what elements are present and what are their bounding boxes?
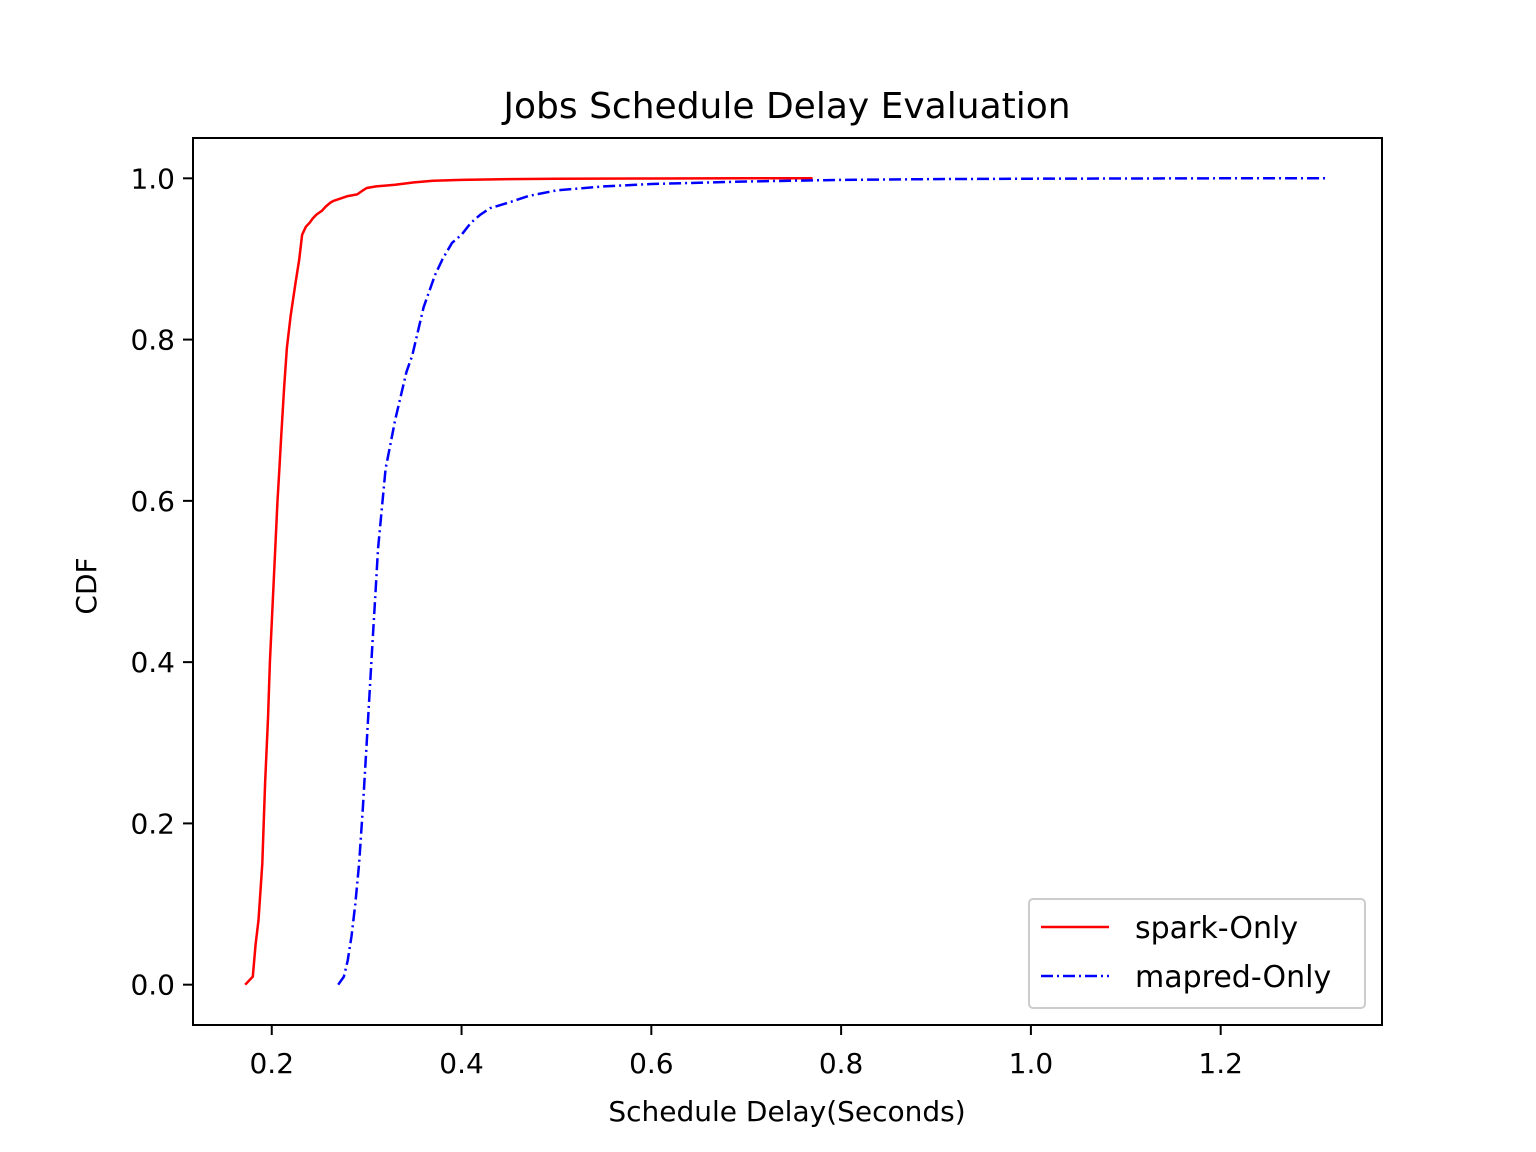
x-axis-ticks: 0.2 0.4 0.6 0.8 1.0 1.2 [249, 1025, 1243, 1080]
series-line-spark-only [244, 177, 813, 986]
legend-label-mapred-only: mapred-Only [1135, 960, 1331, 995]
legend-label-spark-only: spark-Only [1135, 911, 1298, 946]
legend-box [1028, 898, 1366, 1009]
y-axis-label: CDF [70, 557, 103, 614]
series-line-mapred-only [337, 177, 1326, 986]
x-tick-label: 1.2 [1198, 1047, 1243, 1080]
plot-frame [192, 137, 1383, 1026]
x-axis-label: Schedule Delay(Seconds) [608, 1095, 965, 1128]
chart-title: Jobs Schedule Delay Evaluation [501, 86, 1070, 127]
x-tick-label: 0.4 [439, 1047, 484, 1080]
y-tick-label: 1.0 [130, 162, 175, 195]
x-tick-label: 0.2 [249, 1047, 294, 1080]
y-tick-label: 0.0 [130, 969, 175, 1002]
x-tick-label: 0.8 [819, 1047, 864, 1080]
y-axis-ticks: 0.0 0.2 0.4 0.6 0.8 1.0 [130, 162, 193, 1002]
plot-series [244, 177, 1326, 986]
x-tick-label: 1.0 [1009, 1047, 1054, 1080]
legend: spark-Only mapred-Only [1028, 898, 1366, 1009]
y-tick-label: 0.2 [130, 807, 175, 840]
y-tick-label: 0.8 [130, 324, 175, 357]
x-tick-label: 0.6 [629, 1047, 674, 1080]
y-tick-label: 0.4 [130, 646, 175, 679]
y-tick-label: 0.6 [130, 485, 175, 518]
